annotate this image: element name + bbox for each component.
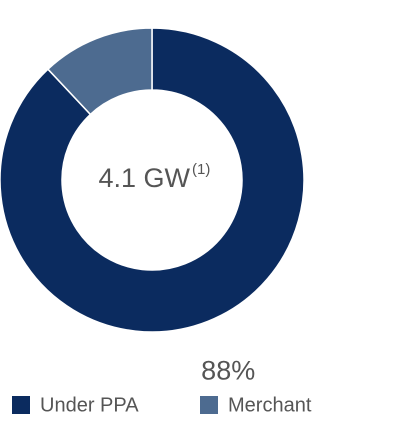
- legend-swatch: [200, 396, 218, 414]
- center-note: (1): [192, 161, 210, 178]
- slice: [46, 27, 153, 116]
- value-label: 12%: [49, 0, 103, 1]
- center-label: 4.1 GW: [98, 163, 190, 193]
- value-label: 88%: [201, 356, 255, 386]
- legend-label: Under PPA: [40, 394, 139, 416]
- slice: [0, 27, 305, 333]
- legend-swatch: [12, 396, 30, 414]
- legend-label: Merchant: [228, 394, 312, 416]
